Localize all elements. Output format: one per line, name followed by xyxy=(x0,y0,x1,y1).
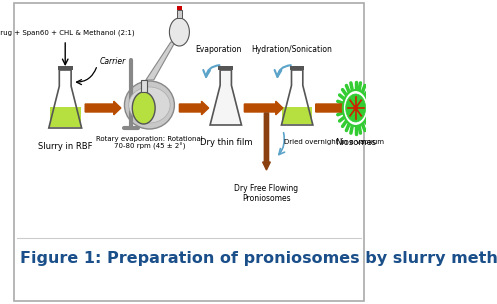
Bar xyxy=(176,6,182,10)
Polygon shape xyxy=(210,70,242,125)
Circle shape xyxy=(169,18,189,46)
Text: Hydration/Sonication: Hydration/Sonication xyxy=(251,45,332,54)
Text: Carrier: Carrier xyxy=(99,57,126,67)
Text: Rotary evaporation: Rotational
70-80 rpm (45 ± 2°): Rotary evaporation: Rotational 70-80 rpm… xyxy=(96,136,203,150)
Text: Figure 1: Preparation of proniosomes by slurry method.: Figure 1: Preparation of proniosomes by … xyxy=(20,250,497,265)
Text: Slurry in RBF: Slurry in RBF xyxy=(38,142,92,151)
Polygon shape xyxy=(50,107,81,127)
FancyArrow shape xyxy=(179,101,209,115)
Circle shape xyxy=(353,105,358,111)
Text: Drug + Span60 + CHL & Methanol (2:1): Drug + Span60 + CHL & Methanol (2:1) xyxy=(0,29,135,36)
Polygon shape xyxy=(282,107,312,124)
Bar xyxy=(290,66,305,70)
Ellipse shape xyxy=(124,81,174,129)
Circle shape xyxy=(346,94,366,122)
FancyArrow shape xyxy=(245,101,283,115)
Polygon shape xyxy=(146,42,175,80)
Text: Dry thin film: Dry thin film xyxy=(199,138,252,147)
FancyArrow shape xyxy=(316,101,351,115)
FancyArrow shape xyxy=(85,101,121,115)
Bar xyxy=(58,66,73,70)
FancyArrow shape xyxy=(262,113,270,170)
Text: Dry Free Flowing
Proniosomes: Dry Free Flowing Proniosomes xyxy=(235,184,299,203)
Circle shape xyxy=(132,92,155,124)
Text: Dried overnight in a vacuum: Dried overnight in a vacuum xyxy=(284,139,384,145)
Bar xyxy=(219,66,233,70)
Circle shape xyxy=(343,90,368,126)
Polygon shape xyxy=(177,10,181,18)
Text: Niosomes: Niosomes xyxy=(335,138,376,147)
Ellipse shape xyxy=(129,87,170,123)
Polygon shape xyxy=(141,80,147,92)
Text: Evaporation: Evaporation xyxy=(195,45,242,54)
